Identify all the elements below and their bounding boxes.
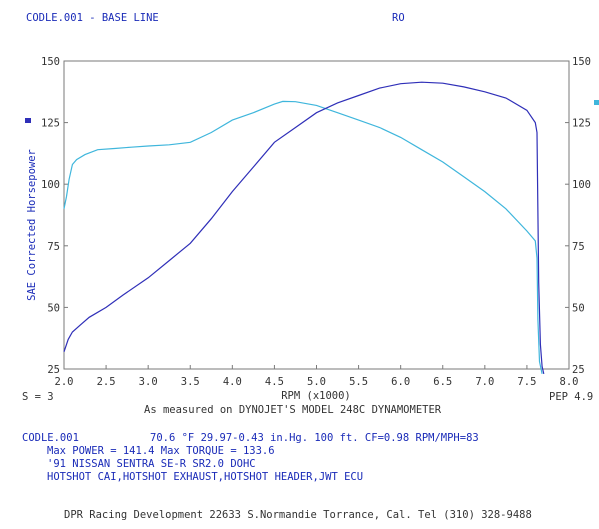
- x-tick-label: 5.0: [307, 376, 326, 388]
- y-tick-label-left: 50: [47, 302, 60, 314]
- pep-label: PEP 4.9: [549, 391, 594, 403]
- y-tick-label-left: 25: [47, 364, 60, 376]
- y-tick-label-right: 125: [572, 118, 591, 130]
- modifications: HOTSHOT CAI,HOTSHOT EXHAUST,HOTSHOT HEAD…: [47, 471, 364, 483]
- axis-ticks: [63, 60, 570, 370]
- run-title: CODLE.001 - BASE LINE: [26, 12, 159, 24]
- y-tick-label-right: 25: [572, 364, 585, 376]
- y-tick-label-right: 50: [572, 302, 585, 314]
- series-line-power: [63, 81, 545, 375]
- y-tick-label-left: 150: [41, 56, 60, 68]
- axis-labels: 2.0 2.5 3.0 3.5 4.0 4.5 5.0 5.5 6.0 6.5 7.0 7.5 8.02…: [41, 56, 591, 388]
- x-tick-label: 6.5: [433, 376, 452, 388]
- x-tick-label: 8.0: [560, 376, 579, 388]
- y-tick-label-right: 75: [572, 241, 585, 253]
- y-tick-label-left: 100: [41, 179, 60, 191]
- y-axis-title: SAE Corrected Horsepower: [26, 149, 38, 301]
- y-tick-label-left: 75: [47, 241, 60, 253]
- x-axis-title: RPM (x1000): [281, 390, 351, 402]
- y-tick-label-right: 100: [572, 179, 591, 191]
- x-tick-label: 6.0: [391, 376, 410, 388]
- x-tick-label: 7.5: [517, 376, 536, 388]
- x-tick-label: 3.0: [139, 376, 158, 388]
- series-line-torque: [63, 100, 543, 375]
- run-code: RO: [392, 12, 405, 24]
- dyno-model: As measured on DYNOJET'S MODEL 248C DYNA…: [144, 404, 442, 416]
- legend-marker-right: [594, 100, 599, 105]
- plot-frame: [63, 60, 570, 370]
- x-tick-label: 2.5: [97, 376, 116, 388]
- max-values: Max POWER = 141.4 Max TORQUE = 133.6: [47, 445, 275, 457]
- x-tick-label: 4.0: [223, 376, 242, 388]
- shop-info: DPR Racing Development 22633 S.Normandie…: [64, 509, 532, 521]
- y-tick-label-right: 150: [572, 56, 591, 68]
- smoothing-label: S = 3: [22, 391, 54, 403]
- x-tick-label: 2.0: [55, 376, 74, 388]
- x-tick-label: 4.5: [265, 376, 284, 388]
- y-tick-label-left: 125: [41, 118, 60, 130]
- x-tick-label: 3.5: [181, 376, 200, 388]
- conditions: 70.6 °F 29.97-0.43 in.Hg. 100 ft. CF=0.9…: [150, 432, 479, 444]
- vehicle: '91 NISSAN SENTRA SE-R SR2.0 DOHC: [47, 458, 256, 470]
- legend-marker-left: [25, 118, 31, 123]
- x-tick-label: 7.0: [475, 376, 494, 388]
- file-name: CODLE.001: [22, 432, 79, 444]
- x-tick-label: 5.5: [349, 376, 368, 388]
